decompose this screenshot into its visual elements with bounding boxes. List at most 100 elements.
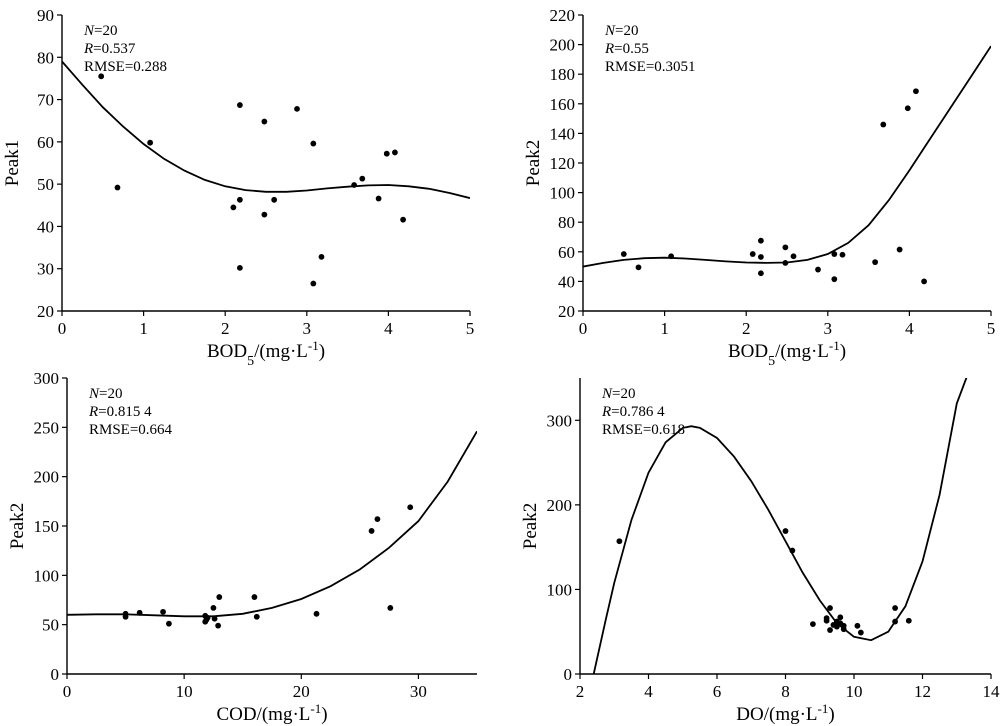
data-point — [230, 204, 237, 211]
data-point — [831, 251, 838, 257]
x-tick-label: 4 — [644, 682, 653, 701]
data-point — [896, 246, 903, 253]
data-point — [810, 621, 816, 628]
data-point — [757, 270, 764, 277]
data-point — [147, 139, 154, 146]
annotation-n: N=20 — [604, 23, 638, 39]
x-tick-label: 4 — [905, 319, 914, 338]
x-tick-label: 0 — [63, 682, 72, 701]
data-point — [880, 121, 887, 128]
data-point — [310, 280, 317, 287]
data-point — [215, 622, 222, 629]
data-point — [789, 547, 796, 554]
data-point — [251, 594, 258, 600]
chart-panel-3: 0 10 20 30050100150200250300COD/(mg·L-1)Pea… — [7, 369, 477, 725]
data-point — [160, 608, 166, 615]
x-tick-label: 3 — [303, 319, 312, 338]
y-tick-label: 200 — [34, 468, 60, 487]
data-point — [359, 175, 366, 182]
data-point — [318, 253, 325, 260]
data-point — [831, 276, 838, 283]
data-point — [383, 150, 390, 157]
annotation-r: R=0.786 4 — [601, 404, 665, 420]
data-point — [904, 105, 911, 112]
data-point — [616, 538, 623, 545]
x-axis-label: DO/(mg·L-1) — [736, 701, 834, 726]
data-point — [839, 251, 846, 258]
data-point — [203, 616, 210, 623]
data-point — [210, 604, 217, 611]
x-tick-label: 3 — [824, 319, 833, 338]
data-point — [837, 614, 844, 621]
x-tick-label: 10 — [846, 682, 863, 701]
x-axis-label: BOD5/(mg·L-1) — [728, 338, 846, 369]
x-tick-label: 30 — [410, 682, 427, 701]
y-tick-label: 300 — [34, 369, 60, 388]
y-tick-label: 30 — [37, 260, 54, 279]
data-point — [261, 211, 268, 218]
annotation-rmse: RMSE=0.3051 — [605, 59, 696, 75]
annotation-r: R=0.537 — [83, 41, 136, 57]
y-tick-label: 50 — [37, 175, 54, 194]
data-point — [823, 615, 830, 622]
chart-panel-2: 0 1 2 3 4 5 20 40 60 80 100 120 140 160 180 200 220 BOD5/… — [523, 6, 995, 369]
x-axis-label: COD/(mg·L-1) — [216, 701, 327, 726]
y-axis-label: Peak1 — [2, 140, 23, 186]
x-tick-label: 1 — [139, 319, 148, 338]
y-tick-label: 80 — [37, 48, 54, 67]
y-tick-label: 300 — [547, 411, 573, 430]
data-point — [236, 264, 243, 271]
data-point — [374, 516, 381, 522]
data-point — [782, 528, 789, 534]
x-tick-label: 14 — [983, 682, 1000, 701]
data-point — [351, 182, 358, 188]
y-tick-label: 50 — [42, 616, 59, 635]
data-point — [790, 253, 797, 260]
y-tick-label: 140 — [550, 124, 576, 143]
data-point — [872, 259, 879, 266]
data-point — [271, 196, 278, 203]
data-point — [261, 118, 268, 125]
y-tick-label: 90 — [37, 6, 54, 25]
x-axis-label: BOD5/(mg·L-1) — [207, 338, 325, 369]
x-tick-label: 10 — [176, 682, 193, 701]
annotation-r: R=0.815 4 — [88, 404, 152, 420]
data-point — [749, 251, 756, 257]
data-point — [827, 627, 833, 633]
x-tick-label: 20 — [293, 682, 310, 701]
data-point — [840, 626, 847, 633]
y-tick-label: 250 — [34, 418, 60, 437]
data-point — [757, 237, 764, 244]
fit-curve — [592, 378, 968, 674]
y-axis-label: Peak2 — [7, 503, 28, 549]
y-axis-label: Peak2 — [520, 503, 541, 549]
y-tick-label: 60 — [37, 133, 54, 152]
y-tick-label: 40 — [37, 217, 54, 236]
y-tick-label: 160 — [550, 95, 576, 114]
data-point — [294, 105, 300, 112]
y-tick-label: 100 — [550, 184, 576, 203]
data-point — [216, 594, 223, 600]
data-point — [253, 613, 260, 620]
y-tick-label: 0 — [564, 665, 573, 684]
data-point — [620, 251, 627, 257]
y-tick-label: 180 — [550, 65, 576, 84]
y-tick-label: 120 — [550, 154, 576, 173]
chart-panel-1: 0 1 2 3 4 5 20 30 40 50 60 70 80 90 BOD5/(mg·L-1) Peak1… — [2, 6, 474, 369]
data-point — [892, 605, 898, 611]
x-tick-label: 2 — [742, 319, 751, 338]
data-point — [122, 613, 129, 620]
data-point — [407, 504, 414, 511]
data-point — [905, 617, 912, 624]
data-point — [98, 73, 105, 80]
data-point — [114, 184, 121, 191]
data-point — [310, 140, 317, 147]
annotation-rmse: RMSE=0.288 — [84, 59, 167, 75]
y-tick-label: 70 — [37, 91, 54, 110]
data-point — [211, 615, 218, 622]
data-point — [668, 253, 675, 260]
x-tick-label: 0 — [579, 319, 588, 338]
y-tick-label: 20 — [558, 302, 575, 321]
y-tick-label: 200 — [547, 496, 573, 515]
